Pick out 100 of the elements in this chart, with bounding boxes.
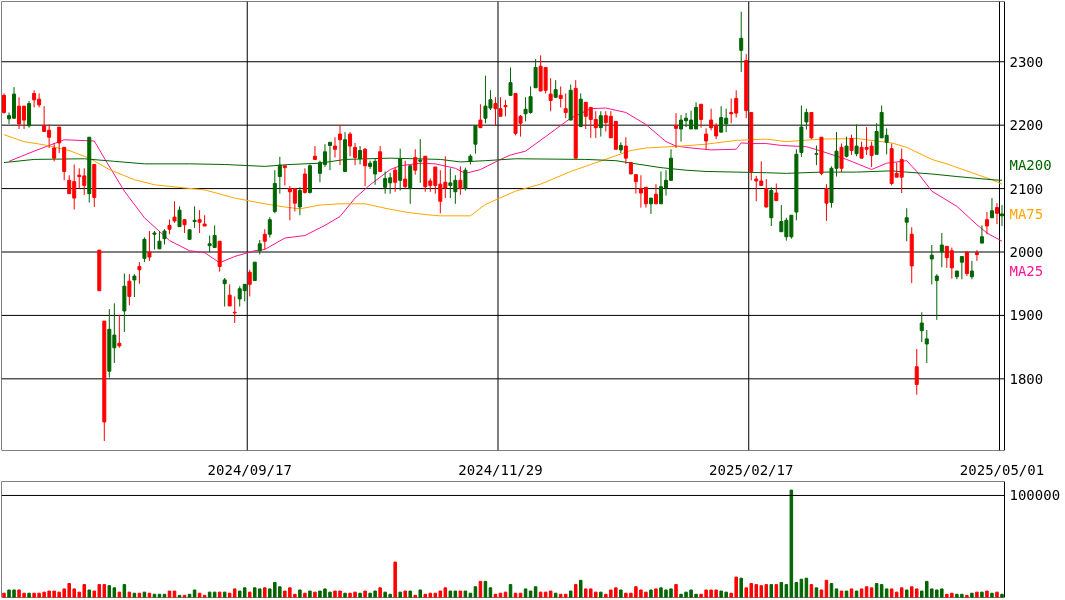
bar	[222, 591, 227, 598]
candlestick	[232, 295, 237, 324]
bar	[995, 591, 999, 598]
bar	[232, 588, 237, 598]
candlestick	[739, 11, 744, 73]
candlestick	[919, 311, 924, 343]
bar	[904, 589, 909, 598]
candlestick	[473, 125, 478, 155]
candlestick	[548, 77, 553, 112]
candlestick	[994, 202, 999, 225]
bar	[654, 588, 658, 598]
line-series	[3, 134, 1003, 217]
bar	[1000, 593, 1004, 598]
candlestick	[353, 142, 358, 166]
series-label: MA75	[1009, 206, 1044, 223]
candlestick	[679, 114, 684, 143]
bar	[403, 590, 407, 598]
bar	[217, 591, 222, 598]
candlestick	[989, 197, 994, 219]
candlestick	[363, 147, 368, 187]
bar	[172, 590, 177, 598]
candlestick	[999, 204, 1004, 227]
candlestick	[378, 145, 383, 172]
candlestick	[964, 251, 969, 277]
candlestick	[142, 236, 147, 263]
candlestick	[132, 273, 137, 298]
candlestick	[533, 58, 538, 89]
candlestick	[127, 273, 132, 306]
candlestick	[969, 260, 974, 280]
bar	[674, 584, 678, 598]
candlestick	[297, 186, 302, 216]
candlestick	[267, 216, 272, 238]
candlestick	[332, 136, 337, 159]
bar	[854, 590, 859, 598]
bar	[553, 592, 558, 598]
y-tick-label: 2300	[1009, 53, 1044, 70]
bar	[965, 594, 969, 598]
candlestick	[478, 103, 483, 129]
bar	[458, 590, 463, 598]
y-tick-label: 2200	[1009, 117, 1044, 134]
bar	[914, 588, 919, 598]
candlestick	[408, 165, 413, 205]
candlestick	[563, 92, 568, 119]
candlestick	[292, 188, 297, 212]
bar	[884, 588, 889, 598]
candlestick	[719, 105, 724, 133]
bar	[378, 587, 382, 598]
candlestick	[849, 134, 854, 156]
bar	[212, 591, 217, 598]
candlestick	[618, 141, 623, 154]
series-label: MA25	[1009, 263, 1044, 280]
candlestick	[57, 126, 62, 154]
candlestick	[904, 207, 909, 242]
candlestick	[262, 228, 267, 250]
bar	[844, 590, 849, 598]
candlestick	[839, 143, 844, 173]
bar	[448, 590, 453, 598]
bar	[899, 587, 904, 598]
candlestick	[674, 112, 679, 149]
bar	[413, 594, 417, 598]
bar	[573, 584, 578, 598]
candlestick	[959, 255, 964, 280]
bar	[263, 587, 267, 598]
line-series	[8, 107, 1003, 264]
candlestick	[593, 110, 598, 139]
candlestick	[403, 160, 408, 190]
candlestick	[648, 197, 653, 215]
candlestick	[383, 170, 388, 195]
candlestick	[147, 230, 152, 262]
bar	[132, 592, 137, 598]
bar	[393, 561, 397, 598]
y-tick-label: 1800	[1009, 370, 1044, 387]
candlestick	[2, 92, 7, 115]
candlestick	[699, 103, 704, 129]
candlestick	[393, 167, 398, 193]
candlestick	[914, 348, 919, 396]
bar	[303, 592, 307, 598]
bar	[107, 585, 112, 598]
candlestick	[32, 89, 37, 108]
bar	[313, 591, 317, 598]
bar	[578, 579, 583, 598]
text: 100000	[1009, 487, 1061, 504]
bar	[779, 581, 784, 598]
candlestick	[177, 205, 182, 228]
bar	[985, 590, 989, 598]
candlestick	[137, 261, 142, 285]
bar	[563, 593, 568, 598]
bar	[839, 590, 844, 598]
bar	[548, 590, 553, 598]
candlestick	[939, 232, 944, 268]
candlestick	[643, 186, 648, 209]
bar	[739, 577, 743, 598]
bar	[242, 587, 247, 598]
candlestick	[252, 261, 257, 282]
bar	[127, 591, 132, 598]
bar	[975, 591, 979, 598]
bar	[363, 590, 367, 598]
candlestick	[338, 124, 343, 166]
candlestick	[934, 273, 939, 321]
candlestick	[222, 277, 227, 308]
